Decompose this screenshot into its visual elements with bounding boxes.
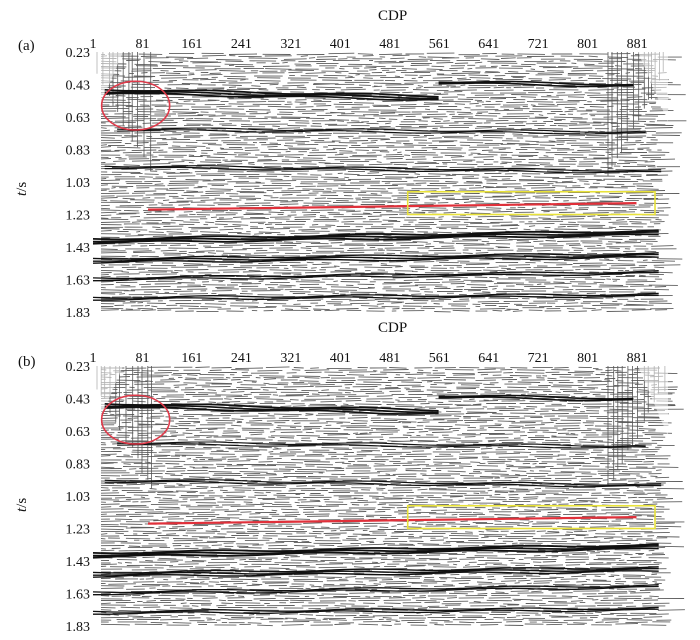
highlight-ellipse bbox=[100, 80, 171, 131]
x-tick-label: 881 bbox=[627, 351, 648, 366]
x-tick-label: 881 bbox=[627, 37, 648, 52]
y-tick-label: 0.83 bbox=[66, 458, 91, 473]
x-tick-label: 81 bbox=[135, 351, 149, 366]
y-tick-labels: 0.23 0.43 0.63 0.83 1.03 1.23 1.43 1.63 1.83 bbox=[66, 360, 91, 635]
y-tick-label: 0.23 bbox=[66, 46, 91, 61]
x-tick-label: 481 bbox=[379, 37, 400, 52]
x-tick-label: 321 bbox=[280, 37, 301, 52]
reflectors bbox=[92, 80, 662, 301]
x-axis-title: CDP bbox=[378, 8, 408, 24]
y-tick-label: 0.63 bbox=[66, 111, 91, 126]
x-tick-labels: 1 81 161 241 321 401 481 561 641 721 801 881 bbox=[90, 37, 648, 52]
highlight-box bbox=[406, 190, 656, 216]
y-tick-label: 1.43 bbox=[66, 555, 91, 570]
y-tick-labels: 0.23 0.43 0.63 0.83 1.03 1.23 1.43 1.63 1.83 bbox=[66, 46, 91, 320]
y-tick-label: 1.83 bbox=[66, 620, 91, 635]
y-tick-label: 1.63 bbox=[66, 274, 91, 289]
x-tick-label: 641 bbox=[478, 351, 499, 366]
x-tick-label: 641 bbox=[478, 37, 499, 52]
x-tick-label: 401 bbox=[330, 351, 351, 366]
x-tick-label: 241 bbox=[231, 351, 252, 366]
x-tick-label: 481 bbox=[379, 351, 400, 366]
y-tick-label: 1.83 bbox=[66, 306, 91, 320]
x-tick-labels: 1 81 161 241 321 401 481 561 641 721 801 881 bbox=[90, 351, 648, 366]
y-tick-label: 1.03 bbox=[66, 176, 91, 191]
edge-traces bbox=[93, 52, 668, 176]
x-axis-title: CDP bbox=[378, 320, 408, 336]
x-tick-label: 801 bbox=[577, 351, 598, 366]
seismic-panel-b: CDP (b) t/s 1 81 161 241 321 401 481 561 641 721 8… bbox=[0, 318, 700, 638]
reflectors bbox=[92, 394, 662, 615]
y-tick-label: 0.63 bbox=[66, 425, 91, 440]
x-tick-label: 1 bbox=[90, 37, 97, 52]
x-tick-label: 801 bbox=[577, 37, 598, 52]
y-tick-label: 0.43 bbox=[66, 393, 91, 408]
x-tick-label: 561 bbox=[429, 37, 450, 52]
y-tick-label: 1.03 bbox=[66, 490, 91, 505]
x-tick-label: 81 bbox=[135, 37, 149, 52]
horizon-line bbox=[148, 202, 637, 211]
y-tick-label: 1.43 bbox=[66, 241, 91, 256]
highlight-box bbox=[406, 504, 656, 530]
seismic-panel-a: CDP (a) t/s 1 81 161 241 321 401 481 561 641 721 8… bbox=[14, 8, 687, 320]
x-tick-label: 321 bbox=[280, 351, 301, 366]
y-tick-label: 0.43 bbox=[66, 79, 91, 94]
highlight-ellipse bbox=[100, 394, 171, 445]
y-tick-label: 1.23 bbox=[66, 209, 91, 224]
horizon-line bbox=[148, 516, 637, 525]
x-tick-label: 721 bbox=[528, 351, 549, 366]
seismic-section: 1 81 161 241 321 401 481 561 641 721 801 881 0.23 0.4… bbox=[66, 351, 685, 635]
x-tick-label: 1 bbox=[90, 351, 97, 366]
x-tick-label: 721 bbox=[528, 37, 549, 52]
edge-traces bbox=[93, 366, 668, 489]
panel-label: (a) bbox=[18, 38, 35, 54]
x-tick-label: 161 bbox=[181, 37, 202, 52]
y-tick-label: 0.23 bbox=[66, 360, 91, 375]
x-tick-label: 161 bbox=[181, 351, 202, 366]
x-tick-label: 401 bbox=[330, 37, 351, 52]
y-tick-label: 1.63 bbox=[66, 588, 91, 603]
panel-label: (b) bbox=[18, 354, 36, 370]
y-tick-label: 0.83 bbox=[66, 144, 91, 159]
x-tick-label: 561 bbox=[429, 351, 450, 366]
x-tick-label: 241 bbox=[231, 37, 252, 52]
y-tick-label: 1.23 bbox=[66, 523, 91, 538]
seismic-section: 1 81 161 241 321 401 481 561 641 721 801 881 0.23 0.4… bbox=[66, 37, 687, 320]
